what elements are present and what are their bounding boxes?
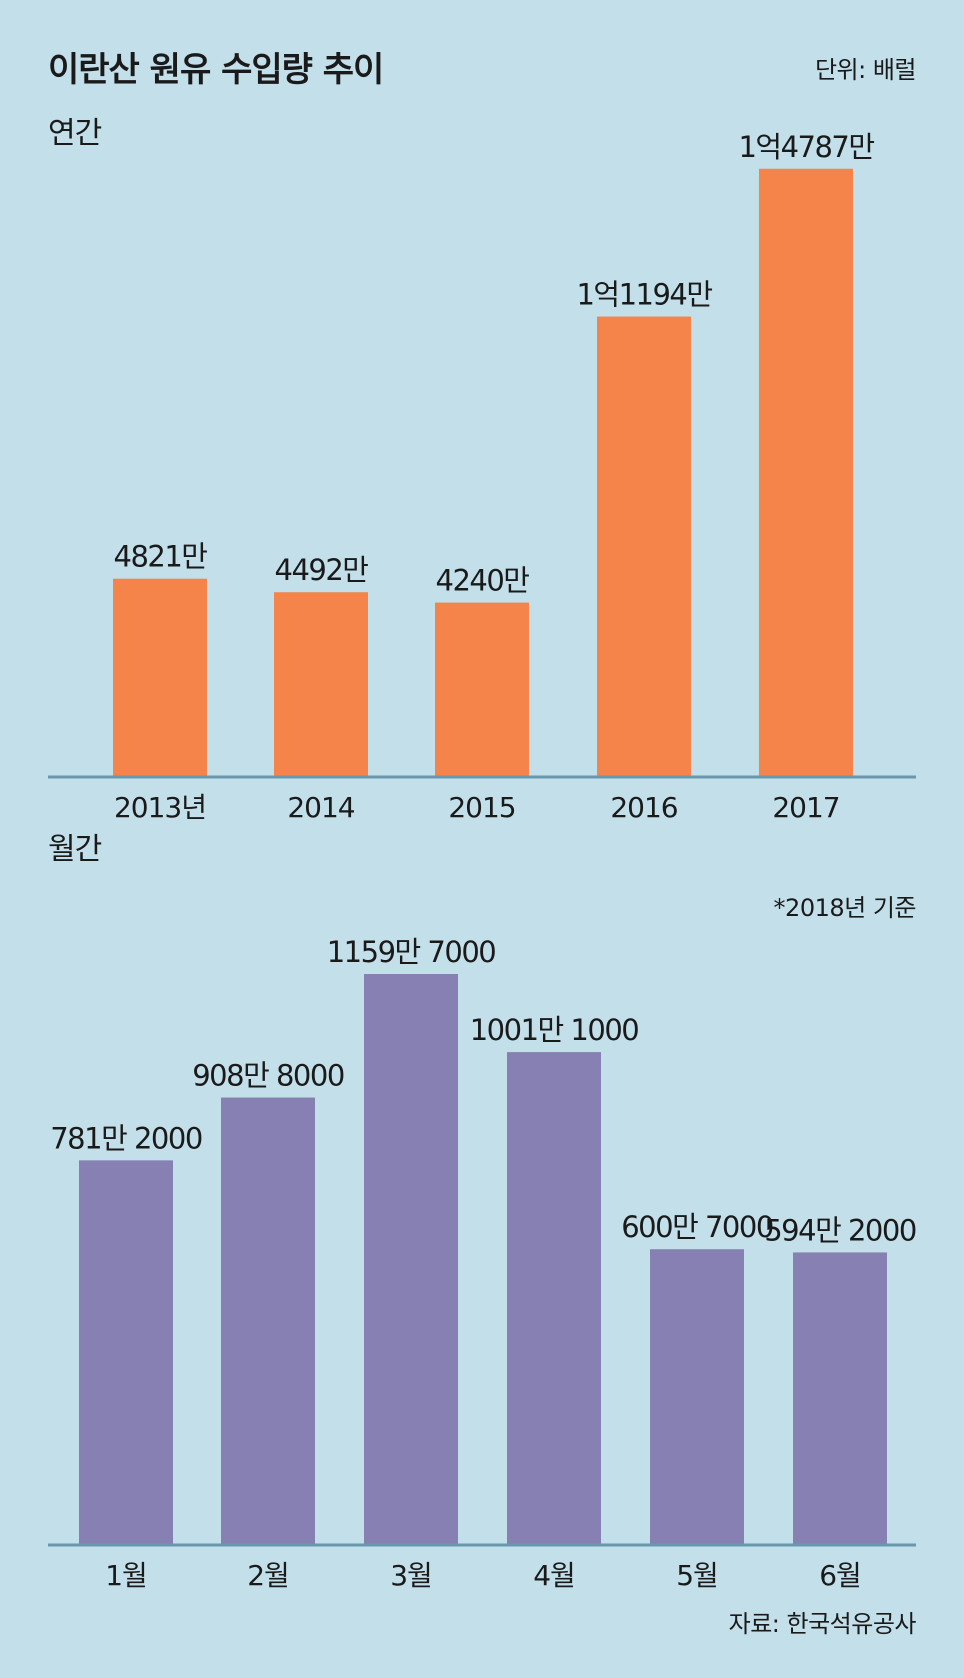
annual-bar — [597, 316, 691, 777]
unit-label: 단위: 배럴 — [814, 56, 917, 84]
monthly-bar — [793, 1252, 887, 1545]
annual-data-label: 1억1194만 — [576, 278, 712, 312]
source-label: 자료: 한국석유공사 — [728, 1610, 917, 1638]
annual-category-label: 2017 — [772, 791, 839, 824]
annual-category-label: 2014 — [287, 791, 354, 824]
monthly-data-label: 1001만 1000 — [470, 1013, 639, 1047]
annual-category-label: 2016 — [610, 791, 677, 824]
monthly-category-label: 4월 — [533, 1559, 575, 1592]
monthly-category-label: 1월 — [105, 1559, 147, 1592]
monthly-category-label: 3월 — [390, 1559, 432, 1592]
annual-data-label: 4492만 — [275, 553, 369, 587]
annual-bar — [113, 578, 207, 777]
monthly-bar — [364, 974, 458, 1545]
monthly-data-label: 1159만 7000 — [327, 935, 496, 969]
monthly-category-label: 6월 — [819, 1559, 861, 1592]
annual-category-label: 2015 — [448, 791, 515, 824]
annual-data-label: 1억4787만 — [738, 130, 874, 164]
monthly-note: *2018년 기준 — [773, 894, 917, 922]
monthly-data-label: 781만 2000 — [50, 1121, 202, 1155]
monthly-data-label: 600만 7000 — [621, 1210, 773, 1244]
monthly-bar — [79, 1160, 173, 1545]
monthly-section-label: 월간 — [48, 832, 102, 867]
monthly-data-label: 594만 2000 — [764, 1213, 916, 1247]
annual-section-label: 연간 — [48, 116, 102, 151]
annual-category-label: 2013년 — [114, 791, 206, 824]
annual-data-label: 4240만 — [436, 564, 530, 598]
annual-bar — [274, 592, 368, 777]
monthly-category-label: 5월 — [676, 1559, 718, 1592]
monthly-bar — [650, 1249, 744, 1545]
monthly-data-label: 908만 8000 — [192, 1059, 344, 1093]
annual-bar — [759, 168, 853, 777]
annual-data-label: 4821만 — [114, 540, 208, 574]
monthly-bar — [221, 1097, 315, 1545]
monthly-bar — [507, 1052, 601, 1545]
chart-title: 이란산 원유 수입량 추이 — [48, 50, 384, 90]
annual-bar — [435, 602, 529, 777]
monthly-category-label: 2월 — [247, 1559, 289, 1592]
